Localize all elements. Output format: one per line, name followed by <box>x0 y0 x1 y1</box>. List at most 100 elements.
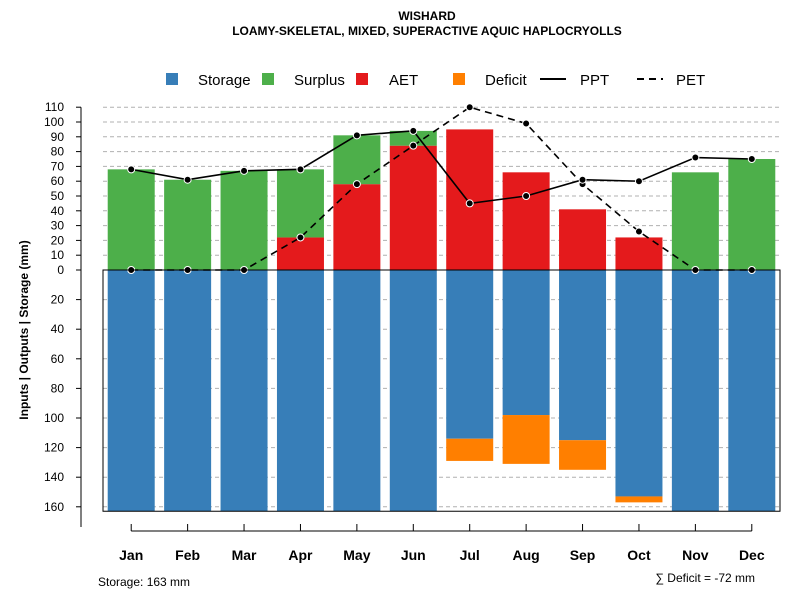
pet-line <box>131 106 752 271</box>
aet-bar <box>276 237 324 270</box>
surplus-bar <box>728 159 776 270</box>
ppt-point <box>691 153 700 162</box>
lines <box>127 103 756 274</box>
y-tick-label: 40 <box>51 322 65 336</box>
x-tick-label: Sep <box>570 547 596 563</box>
legend-swatch-deficit <box>453 73 465 85</box>
legend-label-storage: Storage <box>198 72 251 89</box>
x-tick-label: Jun <box>401 547 426 563</box>
legend-label-deficit: Deficit <box>485 72 528 89</box>
x-tick-label: Feb <box>175 547 200 563</box>
y-tick-label: 140 <box>44 470 64 484</box>
aet-bar <box>559 209 607 270</box>
ppt-point <box>634 177 643 186</box>
x-tick-label: Nov <box>682 547 709 563</box>
ppt-point <box>522 192 531 200</box>
surplus-bar <box>107 169 155 270</box>
ppt-point <box>747 155 756 163</box>
y-tick-label: 40 <box>51 204 65 218</box>
ppt-line <box>131 130 752 205</box>
pet-point <box>522 119 531 128</box>
pet-point <box>409 141 418 150</box>
deficit-bar <box>559 440 607 470</box>
pet-point <box>465 103 474 112</box>
storage-bar <box>728 270 776 512</box>
legend-swatch-storage <box>166 73 178 85</box>
pet-point <box>296 233 305 242</box>
aet-bar <box>333 184 381 270</box>
ppt-point <box>240 166 249 175</box>
deficit-note: ∑ Deficit = -72 mm <box>655 571 755 585</box>
lower-plot-frame <box>102 269 781 512</box>
x-tick-label: Jul <box>460 547 480 563</box>
y-tick-label: 0 <box>57 263 64 277</box>
storage-bar <box>559 270 607 441</box>
pet-point <box>352 180 361 189</box>
surplus-bar <box>164 179 212 270</box>
ppt-point <box>352 131 361 140</box>
legend-label-pet: PET <box>676 72 705 89</box>
deficit-bar <box>615 496 663 503</box>
x-tick-label: Dec <box>739 547 765 563</box>
storage-bar <box>276 270 324 512</box>
storage-bar <box>615 270 663 497</box>
y-tick-label: 120 <box>44 441 64 455</box>
y-tick-label: 160 <box>44 500 64 514</box>
aet-bar <box>389 145 437 270</box>
y-tick-label: 60 <box>51 174 65 188</box>
ppt-point <box>127 165 136 174</box>
storage-bar <box>389 270 437 512</box>
legend: Storage Surplus AET Deficit PPT PET <box>166 72 705 89</box>
legend-swatch-aet <box>356 73 368 85</box>
x-tick-label: Mar <box>232 547 257 563</box>
legend-label-ppt: PPT <box>580 72 609 89</box>
y-tick-label: 50 <box>51 189 65 203</box>
legend-swatch-surplus <box>262 73 274 85</box>
x-tick-label: Aug <box>513 547 540 563</box>
y-tick-label: 80 <box>51 381 65 395</box>
y-tick-label: 30 <box>51 219 65 233</box>
x-tick-label: Apr <box>288 547 313 563</box>
surplus-bar <box>276 169 324 238</box>
storage-bar <box>671 270 719 512</box>
x-tick-label: Oct <box>627 547 651 563</box>
y-tick-label: 20 <box>51 293 65 307</box>
surplus-bar <box>671 172 719 270</box>
deficit-bar <box>502 415 550 464</box>
legend-label-aet: AET <box>389 72 418 89</box>
y-tick-label: 60 <box>51 352 65 366</box>
pet-point <box>634 227 643 236</box>
ppt-point <box>465 199 474 208</box>
y-tick-label: 10 <box>51 248 65 262</box>
surplus-bar <box>220 170 268 270</box>
y-tick-label: 90 <box>51 130 65 144</box>
ppt-point <box>578 175 587 184</box>
y-tick-label: 110 <box>45 100 64 114</box>
storage-bar <box>333 270 381 512</box>
x-tick-label: Jan <box>119 547 143 563</box>
aet-bar <box>502 172 550 270</box>
y-tick-label: 80 <box>51 145 65 159</box>
surplus-bar <box>389 130 437 146</box>
y-tick-label: 20 <box>51 233 65 247</box>
gridlines <box>103 106 780 508</box>
x-tick-label: May <box>343 547 370 563</box>
storage-bar <box>446 270 494 439</box>
y-tick-label: 100 <box>44 115 64 129</box>
surplus-bar <box>333 135 381 185</box>
storage-bar <box>502 270 550 416</box>
axes: 1101009080706050403020100204060801001201… <box>44 100 781 563</box>
bars <box>107 129 776 512</box>
y-axis-label: Inputs | Outputs | Storage (mm) <box>17 240 31 419</box>
y-tick-label: 100 <box>44 411 64 425</box>
chart-title: WISHARD <box>398 9 456 23</box>
storage-bar <box>164 270 212 512</box>
storage-note: Storage: 163 mm <box>98 575 190 589</box>
storage-bar <box>107 270 155 512</box>
chart-subtitle: LOAMY-SKELETAL, MIXED, SUPERACTIVE AQUIC… <box>232 24 622 38</box>
ppt-point <box>409 126 418 135</box>
y-tick-label: 70 <box>51 159 65 173</box>
ppt-point <box>296 165 305 174</box>
ppt-point <box>183 175 192 184</box>
